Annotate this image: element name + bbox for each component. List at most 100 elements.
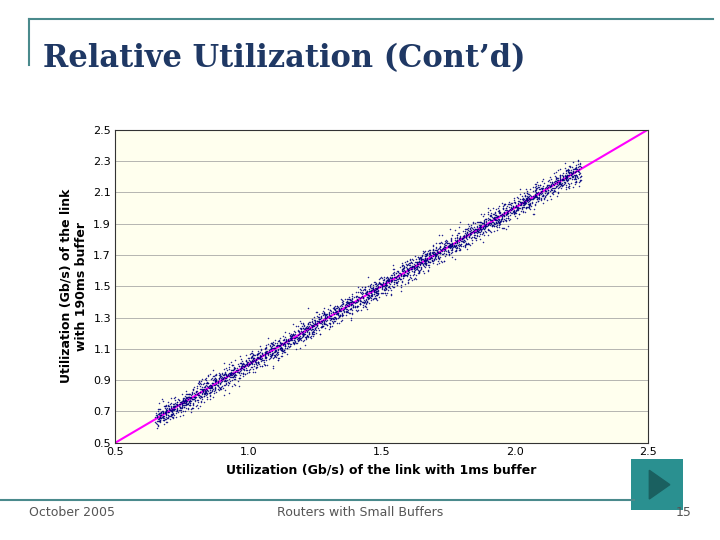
- Point: [182, 394, 194, 403]
- Point: [500, 211, 511, 220]
- Point: [277, 335, 289, 344]
- Point: [202, 382, 213, 390]
- Point: [204, 370, 215, 379]
- Point: [573, 169, 585, 178]
- Point: [154, 411, 166, 420]
- Point: [381, 276, 392, 285]
- Point: [517, 199, 528, 207]
- Point: [229, 373, 240, 381]
- Point: [438, 242, 450, 251]
- Point: [423, 246, 434, 255]
- Point: [548, 188, 559, 197]
- Point: [418, 267, 429, 275]
- Point: [371, 288, 382, 296]
- Point: [369, 286, 380, 294]
- Point: [260, 343, 271, 352]
- Point: [402, 265, 414, 273]
- Point: [341, 298, 352, 307]
- Point: [155, 410, 166, 419]
- Point: [380, 276, 392, 285]
- Point: [202, 377, 213, 386]
- Point: [240, 351, 252, 360]
- Point: [431, 243, 442, 252]
- Point: [317, 316, 328, 325]
- Point: [379, 279, 391, 287]
- Point: [228, 368, 240, 377]
- Point: [150, 417, 161, 426]
- Point: [348, 293, 360, 302]
- Point: [364, 287, 375, 295]
- Point: [163, 404, 175, 413]
- Point: [462, 228, 473, 237]
- Point: [569, 175, 580, 184]
- Point: [304, 327, 315, 336]
- Point: [336, 302, 347, 310]
- Point: [539, 188, 551, 197]
- Point: [278, 332, 289, 340]
- Point: [563, 174, 575, 183]
- Point: [192, 379, 204, 388]
- Point: [359, 298, 371, 306]
- Point: [404, 259, 415, 268]
- Point: [235, 366, 247, 375]
- Point: [324, 314, 336, 322]
- Point: [278, 340, 289, 348]
- Point: [237, 360, 248, 368]
- Point: [495, 208, 506, 217]
- Point: [341, 295, 353, 303]
- Point: [485, 214, 496, 223]
- Point: [179, 395, 191, 403]
- Point: [279, 340, 291, 349]
- Point: [195, 393, 207, 402]
- Point: [454, 233, 466, 241]
- Point: [432, 253, 444, 262]
- Point: [184, 393, 195, 401]
- Point: [460, 225, 472, 233]
- Point: [368, 289, 379, 298]
- Point: [209, 384, 220, 393]
- Point: [415, 255, 427, 264]
- Point: [382, 288, 393, 297]
- Point: [287, 329, 299, 338]
- Point: [192, 390, 203, 399]
- Point: [212, 377, 224, 386]
- Point: [552, 176, 564, 185]
- Point: [301, 323, 312, 332]
- Point: [534, 185, 545, 193]
- Point: [215, 371, 226, 380]
- Point: [531, 193, 543, 202]
- Point: [423, 257, 434, 266]
- Point: [493, 219, 505, 227]
- Point: [186, 395, 198, 403]
- Point: [387, 273, 398, 282]
- Point: [270, 353, 282, 361]
- Point: [552, 187, 564, 196]
- Point: [472, 225, 484, 233]
- Point: [374, 280, 386, 288]
- Point: [565, 166, 577, 174]
- Point: [545, 195, 557, 204]
- Point: [438, 250, 449, 259]
- Point: [173, 408, 184, 416]
- Point: [184, 397, 196, 406]
- Point: [522, 193, 534, 202]
- Point: [264, 350, 276, 359]
- Point: [482, 222, 493, 231]
- Point: [287, 331, 298, 340]
- Point: [326, 321, 338, 330]
- Point: [238, 365, 250, 374]
- Point: [358, 301, 369, 309]
- Point: [567, 166, 579, 175]
- Text: Routers with Small Buffers: Routers with Small Buffers: [277, 507, 443, 519]
- Point: [313, 315, 325, 324]
- Point: [467, 225, 479, 233]
- Point: [252, 357, 264, 366]
- Point: [546, 184, 558, 192]
- Point: [201, 388, 212, 397]
- Point: [438, 256, 450, 265]
- Point: [523, 200, 535, 209]
- Point: [258, 358, 269, 367]
- Point: [336, 310, 348, 319]
- Point: [329, 306, 341, 314]
- Point: [549, 171, 560, 180]
